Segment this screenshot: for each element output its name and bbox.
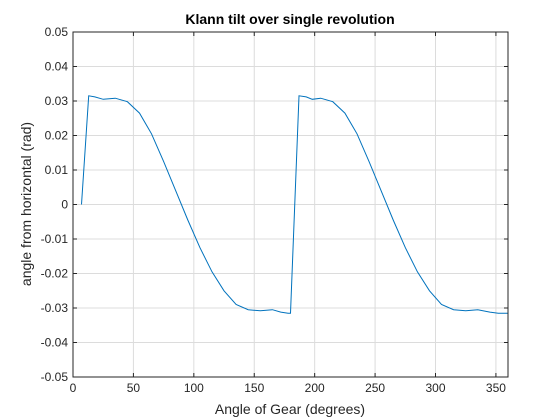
x-axis-label: Angle of Gear (degrees) [215, 401, 365, 417]
x-tick-label: 350 [486, 381, 506, 395]
y-tick-label: 0.02 [45, 129, 69, 143]
x-tick-label: 150 [244, 381, 264, 395]
y-tick-label: 0.04 [45, 60, 69, 74]
y-tick-label: -0.01 [41, 232, 69, 246]
y-tick-label: 0.03 [45, 94, 69, 108]
x-tick-label: 100 [184, 381, 204, 395]
x-tick-label: 300 [425, 381, 445, 395]
y-tick-label: 0 [61, 198, 68, 212]
x-tick-label: 200 [305, 381, 325, 395]
series-line [81, 95, 508, 314]
y-tick-label: 0.05 [45, 25, 69, 39]
y-tick-label: 0.01 [45, 163, 69, 177]
x-tick-label: 0 [70, 381, 77, 395]
x-tick-label: 250 [365, 381, 385, 395]
y-tick-label: -0.02 [41, 267, 69, 281]
x-axis: 0 50 100 150 200 250 300 350 [70, 32, 506, 395]
y-axis: -0.05 -0.04 -0.03 -0.02 -0.01 0 0.01 0.02 0.03 0.… [41, 25, 508, 384]
y-tick-label: -0.03 [41, 301, 69, 315]
x-tick-label: 50 [127, 381, 141, 395]
y-axis-label: angle from horizontal (rad) [18, 122, 34, 286]
y-tick-label: -0.05 [41, 370, 69, 384]
chart-title: Klann tilt over single revolution [185, 11, 394, 27]
y-tick-label: -0.04 [41, 336, 69, 350]
